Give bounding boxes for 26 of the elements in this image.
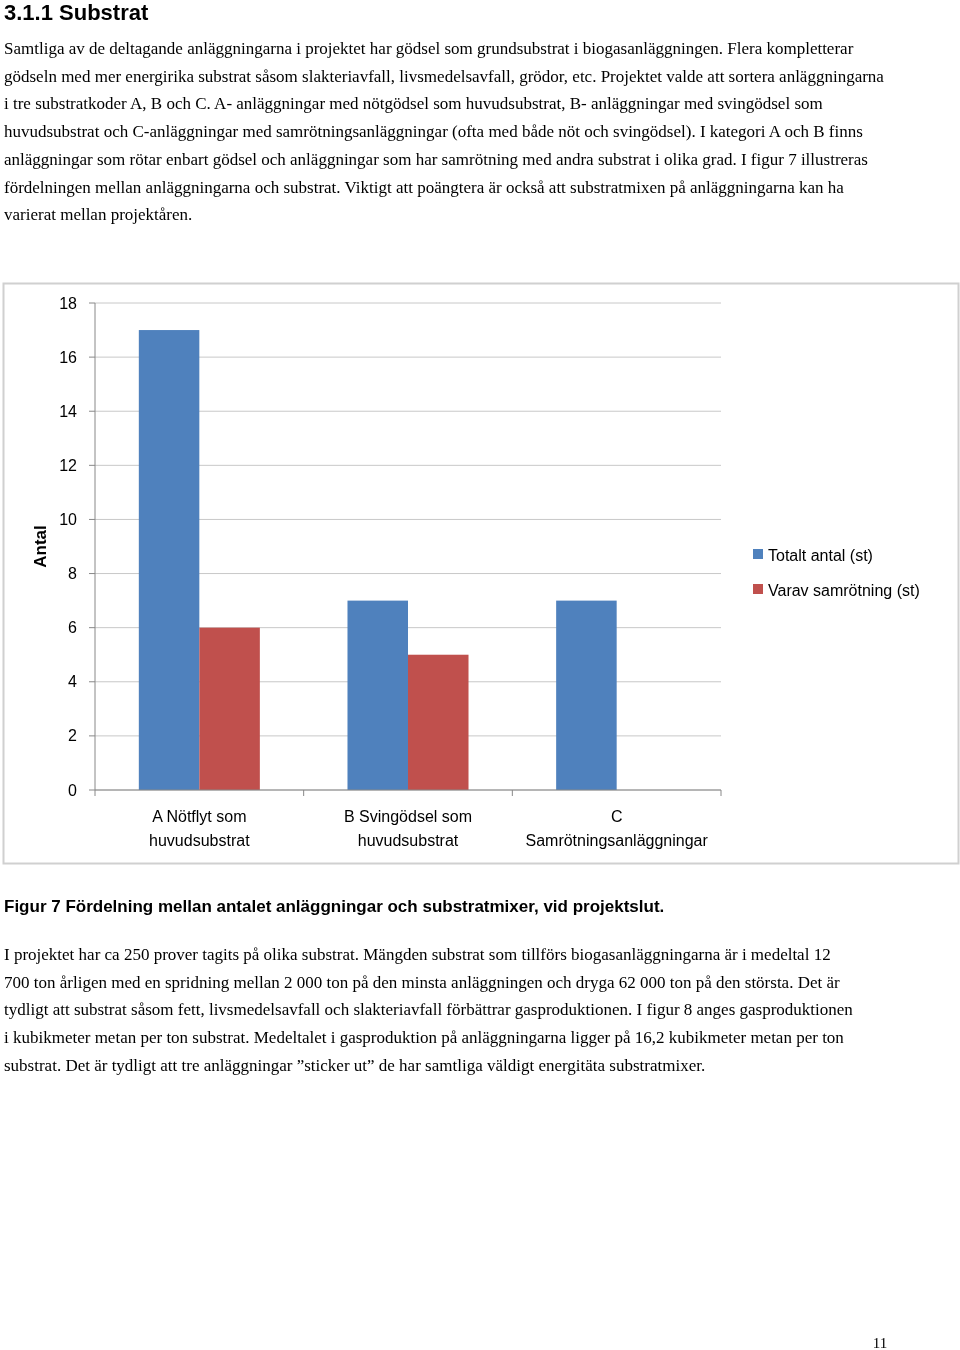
y-tick-label: 4 [68, 673, 78, 691]
y-axis-title: Antal [31, 525, 50, 568]
y-tick-label: 8 [68, 565, 78, 583]
y-tick-label: 10 [59, 511, 78, 529]
bar [408, 654, 469, 790]
bar [347, 600, 408, 790]
text: I projektet har ca 250 prover tagits på olika substrat. Mängden substrat som tillförs biogasanläggningarna är i medeltal 12 700 ton årligen med en spridning mellan 2 000 ton på den minsta anläggningen och dryga 62 000 ton på den största. Det är tydligt att substrat såsom fett, livsmedelsavfall och slakteriavfall förbättrar gasproduktionen. I figur 8 anges gasproduktionen i kubikmeter metan per ton substrat. Medeltalet i gasproduktion på anläggningarna ligger på 16,2 kubikmeter metan per ton substrat. Det är tydligt att tre anläggningar ”sticker ut” de har samtliga väldigt energitäta substratmixer. [4, 945, 854, 1075]
x-tick-label: C Samrötningsanläggningar [525, 808, 709, 849]
bar [556, 600, 617, 790]
y-tick-label: 6 [68, 619, 78, 637]
y-tick-label: 12 [59, 456, 78, 474]
chart-subtitle: Samtliga av de deltagande anläggningarna i projektet har gödsel som grundsubstrat i biogasanläggningen. Flera kompletterar gödseln med mer energirika substrat såsom slakteriavfall, livsmedelsavfall, grödor, etc. Projektet valde att sortera anläggningarna i tre substratkoder A, B och C. A- anläggningar med nötgödsel som huvudsubstrat, B- anläggningar med svingödsel som huvudsubstrat och C-anläggningar med samrötningsanläggningar (ofta med både nöt och svingödsel). I kategori A och B finns anläggningar som rötar enbart gödsel och anläggningar som har samrötning med andra substrat i olika grad. I figur 7 illustreras fördelningen mellan anläggningarna och substrat. Viktigt att poängtera är också att substratmixen på anläggningarna kan ha varierat mellan projektåren. [4, 39, 885, 225]
y-tick-label: 2 [68, 727, 78, 745]
text: Figur 7 Fördelning mellan antalet anläggningar och substratmixer, vid projektslut. [4, 897, 665, 916]
bar [138, 330, 200, 790]
legend-label: Varav samrötning (st) [768, 581, 920, 599]
y-tick-label: 0 [68, 781, 78, 799]
x-tick-label: B Svingödsel som huvudsubstrat [343, 808, 473, 849]
chart-title: 3.1.1 Substrat [4, 0, 149, 25]
legend-label: Totalt antal (st) [768, 546, 873, 564]
y-tick-label: 14 [59, 402, 78, 420]
text: 11 [872, 1335, 888, 1350]
y-tick-label: 18 [59, 294, 78, 312]
bar [199, 627, 260, 790]
y-tick-label: 16 [59, 348, 78, 366]
x-tick-label: A Nötflyt som huvudsubstrat [149, 808, 251, 849]
